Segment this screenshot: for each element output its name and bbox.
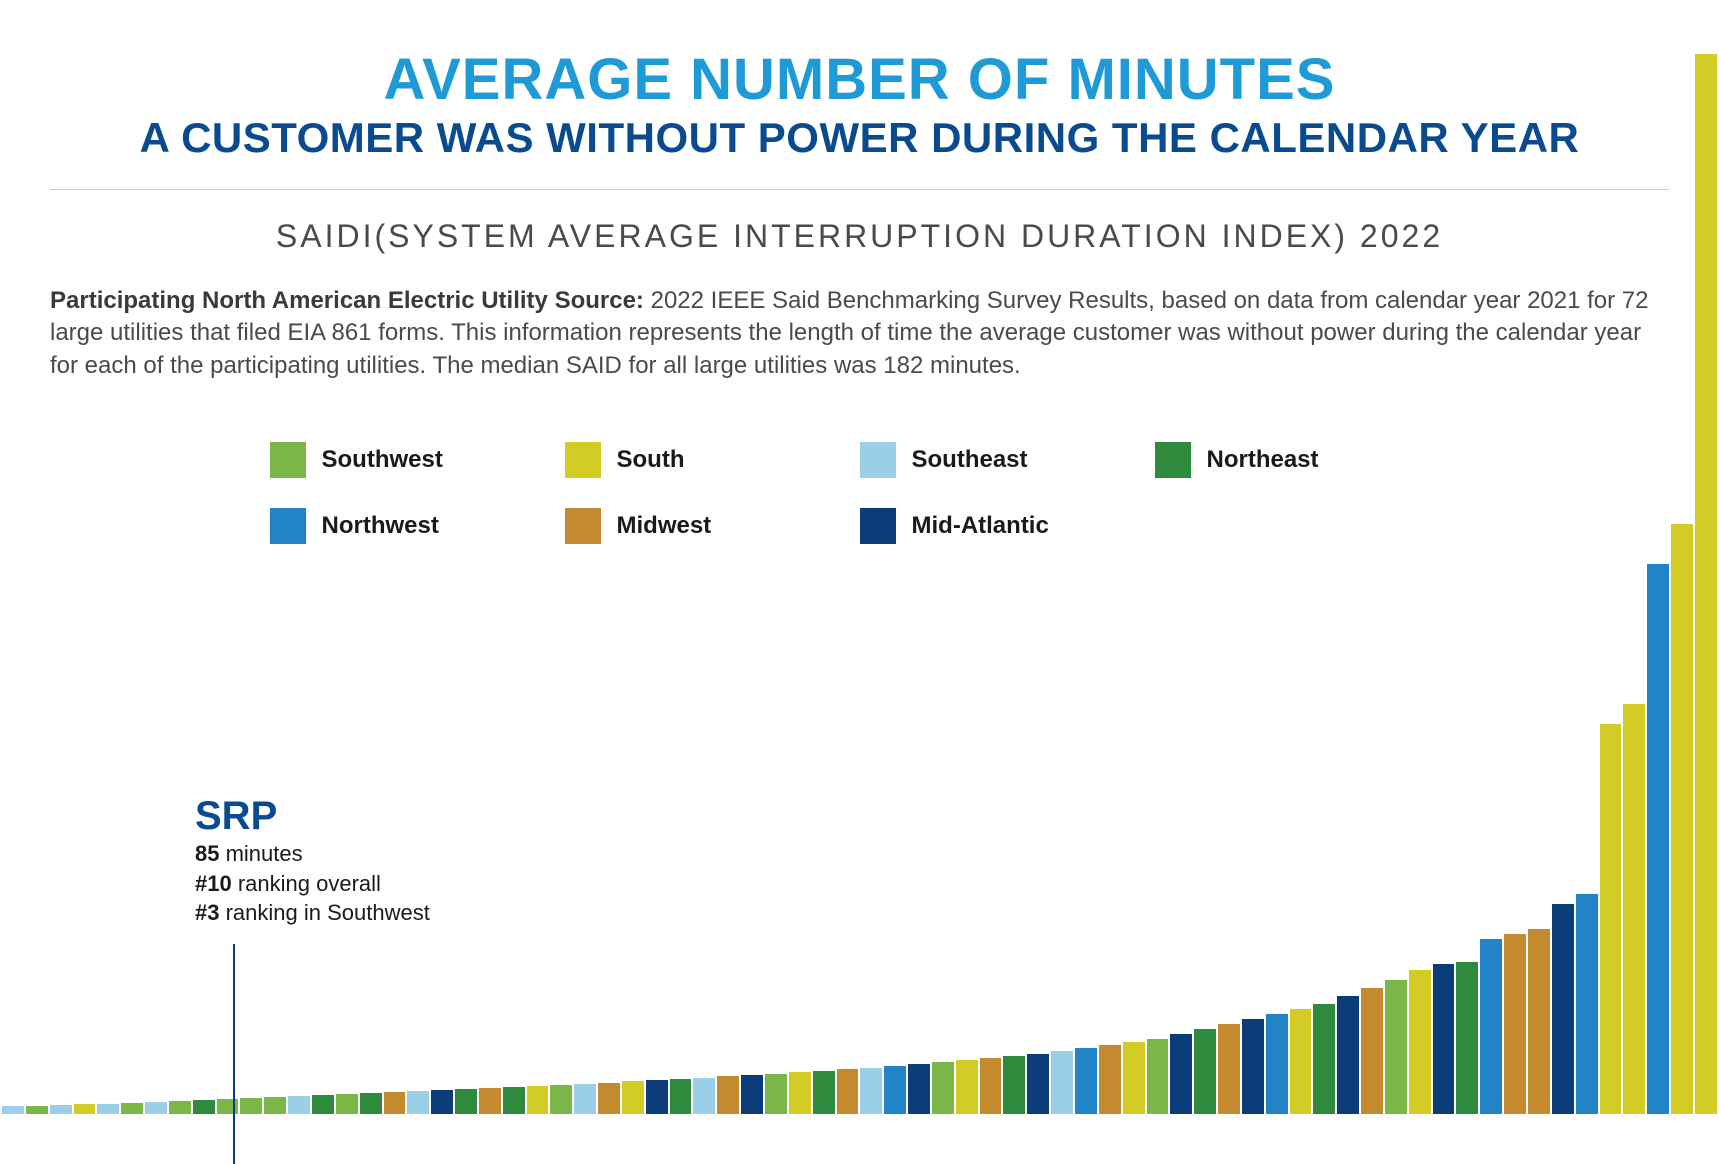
legend-swatch (270, 442, 306, 478)
divider (50, 189, 1669, 190)
subtitle: SAIDI(SYSTEM AVERAGE INTERRUPTION DURATI… (50, 218, 1669, 255)
legend-label: Southwest (322, 446, 443, 474)
legend-item: Southeast (860, 442, 1155, 478)
legend-swatch (860, 508, 896, 544)
legend-swatch (565, 508, 601, 544)
legend: Southwest South Southeast Northeast Northwes… (270, 442, 1450, 544)
legend-label: Midwest (617, 512, 712, 540)
title-main: AVERAGE NUMBER OF MINUTES (50, 50, 1669, 111)
legend-swatch (565, 442, 601, 478)
legend-label: Southeast (912, 446, 1028, 474)
legend-item: Southwest (270, 442, 565, 478)
description-source-label: Participating North American Electric Ut… (50, 287, 651, 314)
legend-label: South (617, 446, 685, 474)
description: Participating North American Electric Ut… (50, 285, 1669, 382)
legend-swatch (860, 442, 896, 478)
legend-item: Northeast (1155, 442, 1450, 478)
legend-label: Northwest (322, 512, 439, 540)
infographic-container: AVERAGE NUMBER OF MINUTES A CUSTOMER WAS… (0, 0, 1719, 1114)
legend-label: Northeast (1207, 446, 1319, 474)
legend-item: South (565, 442, 860, 478)
legend-swatch (270, 508, 306, 544)
title-sub: A CUSTOMER WAS WITHOUT POWER DURING THE … (50, 115, 1669, 161)
legend-item: Midwest (565, 508, 860, 544)
legend-item: Mid-Atlantic (860, 508, 1155, 544)
legend-item: Northwest (270, 508, 565, 544)
legend-swatch (1155, 442, 1191, 478)
legend-label: Mid-Atlantic (912, 512, 1049, 540)
